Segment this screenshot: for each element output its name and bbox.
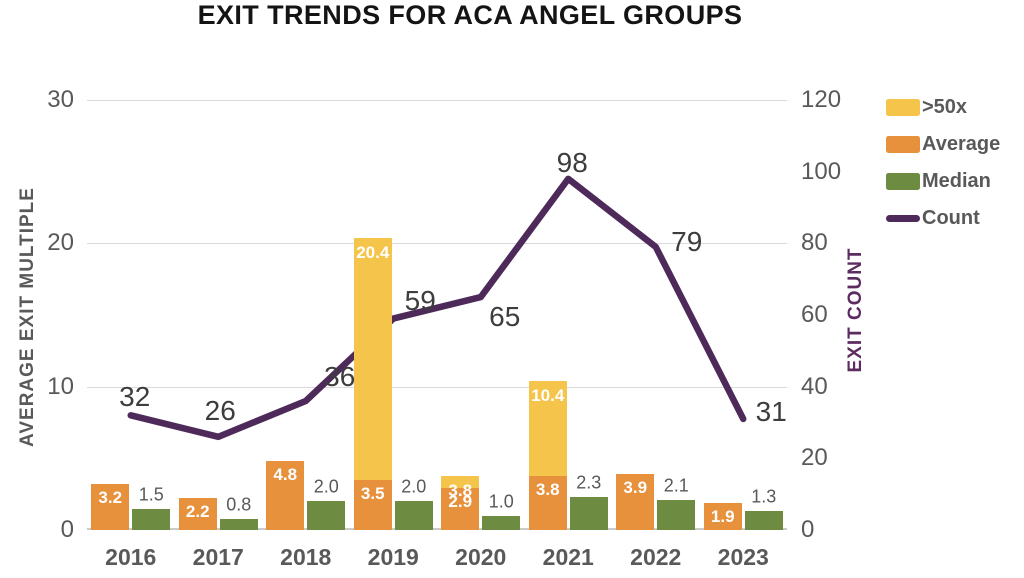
x-axis-label: 2023	[717, 544, 769, 570]
gridline	[87, 386, 787, 388]
bar-label-median: 1.3	[751, 486, 777, 507]
count-label: 32	[119, 381, 151, 413]
x-axis-label: 2020	[455, 544, 507, 570]
bar-median	[219, 518, 258, 530]
bar-label-over50x: 20.4	[356, 242, 390, 262]
plot-area: 3.2 1.5 2.2 0.8 4.8 2.0 20.4 3.5 2.0 3.8 2.9 1.0 10.…	[87, 100, 787, 530]
bar-average	[266, 461, 305, 530]
bar-label-average: 3.9	[623, 478, 648, 498]
legend: >50x Average Median Count	[886, 96, 1000, 244]
bar-label-median: 1.0	[488, 491, 514, 512]
bar-label-median: 2.0	[401, 476, 427, 497]
bar-median	[569, 497, 608, 530]
gridline	[87, 243, 787, 245]
legend-swatch-count	[886, 215, 920, 222]
count-label: 59	[404, 284, 436, 316]
right-tick-label: 60	[801, 301, 828, 328]
x-axis-label: 2016	[105, 544, 157, 570]
right-tick-label: 100	[801, 157, 842, 185]
left-tick-label: 10	[47, 372, 74, 400]
legend-item-over50x: >50x	[886, 96, 1000, 119]
count-label: 36	[324, 361, 356, 392]
legend-item-count: Count	[886, 207, 1000, 230]
legend-item-median: Median	[886, 170, 1000, 193]
x-axis-baseline	[87, 528, 787, 530]
x-axis-label: 2021	[542, 544, 594, 570]
count-label: 26	[204, 394, 236, 426]
left-tick-label: 30	[47, 86, 74, 113]
chart-title: EXIT TRENDS FOR ACA ANGEL GROUPS	[197, 0, 743, 30]
bar-average	[616, 474, 655, 530]
legend-label-count: Count	[922, 207, 980, 229]
legend-swatch-median	[886, 173, 920, 190]
bar-median	[657, 499, 696, 530]
bar-label-median: 0.8	[226, 494, 252, 515]
x-axis-label: 2022	[630, 544, 682, 570]
bar-average	[178, 498, 217, 530]
count-label: 65	[489, 301, 521, 333]
bar-average	[353, 479, 392, 530]
bar-label-average: 3.5	[360, 483, 385, 503]
bar-label-median: 2.0	[313, 476, 339, 497]
legend-label-over50x: >50x	[922, 96, 968, 118]
bar-label-average: 2.2	[185, 502, 210, 522]
x-axis-label: 2019	[367, 544, 419, 570]
bar-label-over50x: 3.8	[448, 480, 473, 500]
bar-label-average: 2.9	[448, 492, 473, 512]
right-axis-title: EXIT COUNT	[845, 247, 866, 373]
bar-label-over50x: 10.4	[531, 385, 565, 405]
count-label: 98	[556, 146, 588, 178]
bar-label-average: 1.9	[710, 506, 735, 526]
right-tick-label: 0	[801, 516, 815, 543]
bar-median	[307, 501, 346, 530]
bar-average	[703, 502, 742, 530]
count-label: 31	[755, 395, 787, 427]
bar-median	[394, 501, 433, 530]
x-axis-label: 2018	[280, 544, 332, 570]
left-tick-label: 0	[60, 516, 74, 543]
x-axis-label: 2017	[192, 544, 244, 570]
legend-label-average: Average	[922, 133, 1001, 155]
legend-swatch-over50x	[886, 99, 920, 116]
bar-average	[528, 475, 567, 530]
bar-label-average: 3.8	[535, 479, 560, 499]
bar-average	[441, 488, 480, 530]
count-line	[127, 175, 747, 441]
count-label: 79	[671, 225, 703, 257]
legend-item-average: Average	[886, 133, 1000, 156]
bar-label-average: 3.2	[98, 488, 123, 508]
left-tick-label: 20	[47, 229, 74, 257]
bar-median	[132, 508, 171, 530]
bar-median	[482, 515, 521, 530]
count-polyline	[127, 175, 747, 441]
bar-label-median: 1.5	[138, 484, 164, 504]
bar-label-median: 2.1	[663, 475, 689, 496]
gridline	[87, 100, 787, 101]
legend-label-median: Median	[922, 170, 991, 192]
right-tick-label: 40	[801, 372, 828, 400]
bar-label-median: 2.3	[576, 472, 602, 493]
bar-average	[91, 484, 130, 530]
legend-swatch-average	[886, 136, 920, 153]
right-tick-label: 120	[801, 86, 842, 113]
bar-median	[744, 511, 783, 530]
bar-label-average: 4.8	[273, 465, 298, 485]
right-tick-label: 80	[801, 229, 828, 257]
left-axis-title: AVERAGE EXIT MULTIPLE	[17, 187, 38, 447]
right-tick-label: 20	[801, 444, 828, 472]
